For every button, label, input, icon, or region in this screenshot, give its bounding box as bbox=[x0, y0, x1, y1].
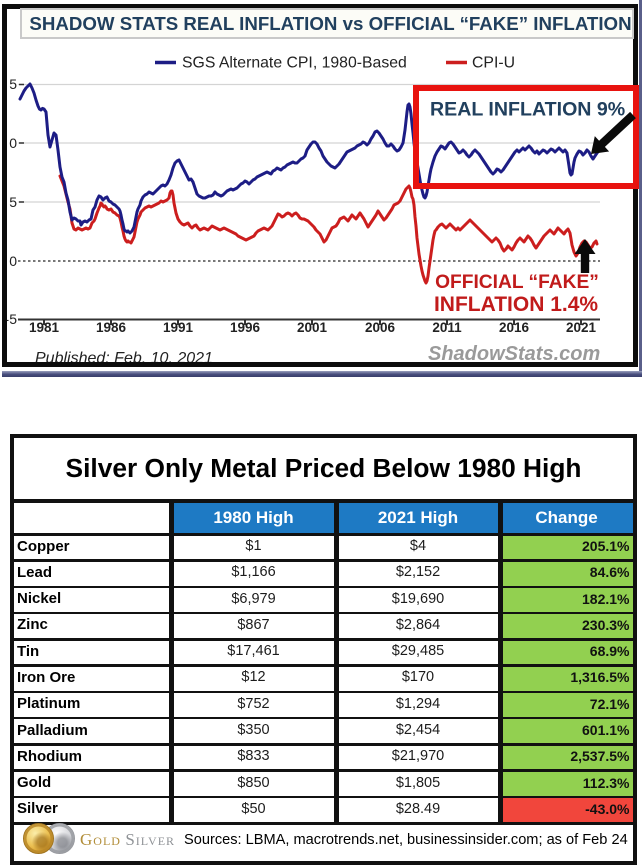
svg-text:2006: 2006 bbox=[365, 320, 396, 335]
svg-text:0: 0 bbox=[9, 253, 17, 269]
svg-text:OFFICIAL “FAKE”: OFFICIAL “FAKE” bbox=[435, 272, 599, 293]
svg-text:2001: 2001 bbox=[297, 320, 328, 335]
svg-text:5: 5 bbox=[9, 76, 17, 92]
svg-text:REAL INFLATION 9%: REAL INFLATION 9% bbox=[430, 99, 625, 121]
svg-text:1986: 1986 bbox=[96, 320, 127, 335]
svg-text:SGS Alternate CPI, 1980-Based: SGS Alternate CPI, 1980-Based bbox=[182, 55, 407, 72]
svg-text:2021: 2021 bbox=[566, 320, 597, 335]
svg-text:1981: 1981 bbox=[29, 320, 60, 335]
svg-text:CPI-U: CPI-U bbox=[472, 55, 515, 72]
svg-text:INFLATION 1.4%: INFLATION 1.4% bbox=[434, 293, 598, 316]
svg-text:0: 0 bbox=[9, 135, 17, 151]
svg-text:1991: 1991 bbox=[163, 320, 194, 335]
svg-text:2011: 2011 bbox=[432, 320, 462, 335]
svg-text:ShadowStats.com: ShadowStats.com bbox=[428, 343, 600, 365]
svg-text:-5: -5 bbox=[5, 311, 18, 327]
svg-text:2016: 2016 bbox=[499, 320, 530, 335]
svg-text:5: 5 bbox=[9, 194, 17, 210]
svg-text:1996: 1996 bbox=[230, 320, 261, 335]
